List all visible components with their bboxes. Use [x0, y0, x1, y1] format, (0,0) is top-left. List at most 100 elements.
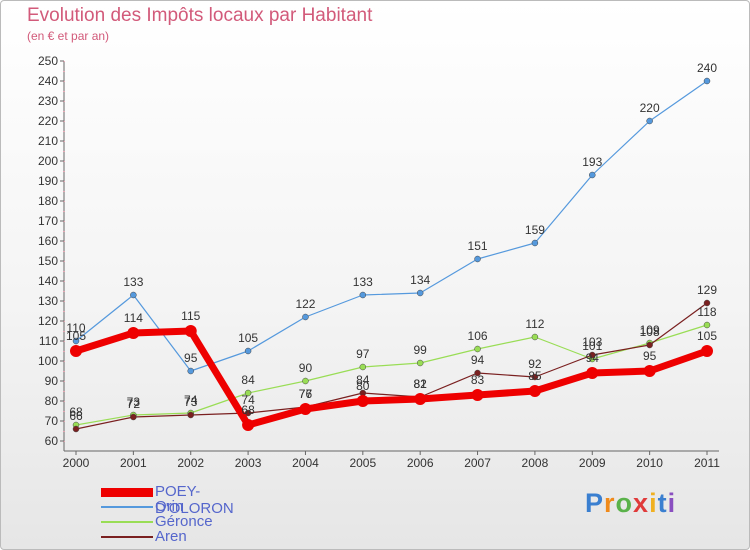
proxiti-logo: Proxiti	[585, 488, 676, 519]
data-label-g-ronce-2011: 118	[697, 305, 716, 319]
point-orin-2007	[474, 255, 481, 263]
y-tick-label-150: 150	[38, 254, 58, 268]
data-label-poey-d-oloron-2001: 114	[124, 311, 143, 325]
y-tick-label-250: 250	[38, 54, 58, 68]
series-layer	[70, 77, 713, 433]
legend-swatch	[101, 521, 153, 523]
x-tick-label-2011: 2011	[694, 456, 720, 470]
point-orin-2002	[187, 367, 194, 375]
chart-title: Evolution des Impôts locaux par Habitant	[27, 5, 373, 26]
series-line-aren	[75, 302, 708, 430]
y-tick-label-90: 90	[45, 374, 59, 388]
point-orin-2006	[416, 289, 424, 297]
logo-letter: P	[585, 488, 605, 518]
data-label-g-ronce-2005: 97	[356, 347, 370, 361]
point-poey-d-oloron-2006	[414, 393, 427, 405]
data-label-g-ronce-2008: 112	[525, 317, 544, 331]
data-label-poey-d-oloron-2006: 81	[414, 377, 428, 391]
point-aren-2002	[187, 411, 194, 419]
y-tick-label-80: 80	[45, 394, 59, 408]
point-aren-2000	[72, 425, 80, 433]
logo-letter: t	[657, 488, 668, 518]
legend-swatch	[101, 487, 153, 497]
data-label-orin-2000: 110	[66, 321, 85, 335]
data-label-g-ronce-2000: 68	[69, 405, 83, 419]
point-aren-2007	[474, 369, 481, 377]
series-line-orin	[75, 80, 708, 372]
point-orin-2011	[703, 77, 711, 85]
logo-letter: r	[604, 488, 616, 518]
data-label-orin-2002: 95	[184, 351, 198, 365]
y-tick-label-180: 180	[38, 194, 58, 208]
x-tick-label-2008: 2008	[522, 456, 549, 470]
logo-letter: i	[649, 488, 658, 518]
data-label-g-ronce-2001: 73	[127, 395, 141, 409]
point-poey-d-oloron-2002	[184, 325, 197, 337]
data-label-g-ronce-2004: 90	[299, 361, 313, 375]
point-poey-d-oloron-2005	[356, 395, 369, 407]
x-tick-label-2003: 2003	[235, 456, 262, 470]
data-label-orin-2007: 151	[468, 239, 488, 253]
point-orin-2004	[302, 313, 309, 321]
point-poey-d-oloron-2000	[70, 345, 82, 357]
point-orin-2008	[531, 239, 539, 247]
point-aren-2009	[589, 351, 596, 359]
point-g-ronce-2011	[703, 321, 711, 329]
series-line-g-ronce	[75, 324, 708, 426]
data-label-poey-d-oloron-2008: 85	[528, 369, 542, 383]
x-tick-label-2010: 2010	[636, 456, 663, 470]
data-label-orin-2001: 133	[123, 275, 143, 289]
point-aren-2008	[531, 373, 539, 381]
x-tick-label-2004: 2004	[292, 456, 319, 470]
data-label-orin-2010: 220	[640, 101, 660, 115]
point-orin-2010	[646, 117, 653, 125]
axes: 60 70 80 90 100 110 120 130 140 150 160 170 180 190 20…	[38, 54, 720, 470]
data-label-poey-d-oloron-2005: 80	[356, 379, 370, 393]
data-label-poey-d-oloron-2004: 76	[299, 387, 313, 401]
data-label-aren-2010: 108	[640, 325, 660, 339]
y-tick-label-210: 210	[38, 134, 58, 148]
point-aren-2003	[244, 409, 252, 417]
data-label-g-ronce-2006: 99	[414, 343, 428, 357]
y-tick-label-200: 200	[38, 154, 58, 168]
series-line-poey-d-oloron	[72, 327, 711, 429]
point-poey-d-oloron-2011	[701, 345, 713, 357]
point-aren-2001	[130, 413, 137, 421]
data-label-g-ronce-2002: 74	[184, 393, 198, 407]
y-tick-label-110: 110	[39, 334, 58, 348]
x-tick-label-2000: 2000	[63, 456, 90, 470]
data-label-poey-d-oloron-2003: 68	[241, 403, 255, 417]
data-label-poey-d-oloron-2010: 95	[643, 349, 657, 363]
point-poey-d-oloron-2010	[643, 365, 656, 377]
legend-label: Géronce	[155, 513, 213, 530]
point-poey-d-oloron-2008	[528, 385, 541, 397]
point-orin-2005	[359, 291, 367, 299]
point-g-ronce-2004	[302, 377, 309, 385]
x-tick-label-2009: 2009	[579, 456, 606, 470]
point-g-ronce-2005	[359, 363, 367, 371]
y-tick-label-70: 70	[45, 414, 59, 428]
point-poey-d-oloron-2007	[471, 389, 484, 401]
data-label-poey-d-oloron-2007: 83	[471, 373, 485, 387]
data-label-orin-2003: 105	[238, 331, 258, 345]
data-label-poey-d-oloron-2009: 94	[586, 351, 600, 365]
logo-letter: o	[615, 488, 634, 518]
y-tick-label-120: 120	[38, 314, 58, 328]
point-poey-d-oloron-2004	[299, 403, 312, 415]
y-tick-label-160: 160	[38, 234, 58, 248]
y-tick-label-170: 170	[38, 214, 58, 228]
y-tick-label-230: 230	[38, 94, 58, 108]
data-label-orin-2006: 134	[410, 273, 430, 287]
x-tick-label-2006: 2006	[407, 456, 434, 470]
data-label-aren-2009: 103	[582, 335, 602, 349]
point-g-ronce-2006	[416, 359, 424, 367]
y-tick-label-60: 60	[45, 434, 59, 448]
point-aren-2011	[703, 299, 711, 307]
data-label-aren-2006: 82	[414, 377, 428, 391]
logo-letter: x	[633, 488, 650, 518]
data-label-orin-2009: 193	[582, 155, 602, 169]
data-label-aren-2005: 84	[356, 373, 370, 387]
